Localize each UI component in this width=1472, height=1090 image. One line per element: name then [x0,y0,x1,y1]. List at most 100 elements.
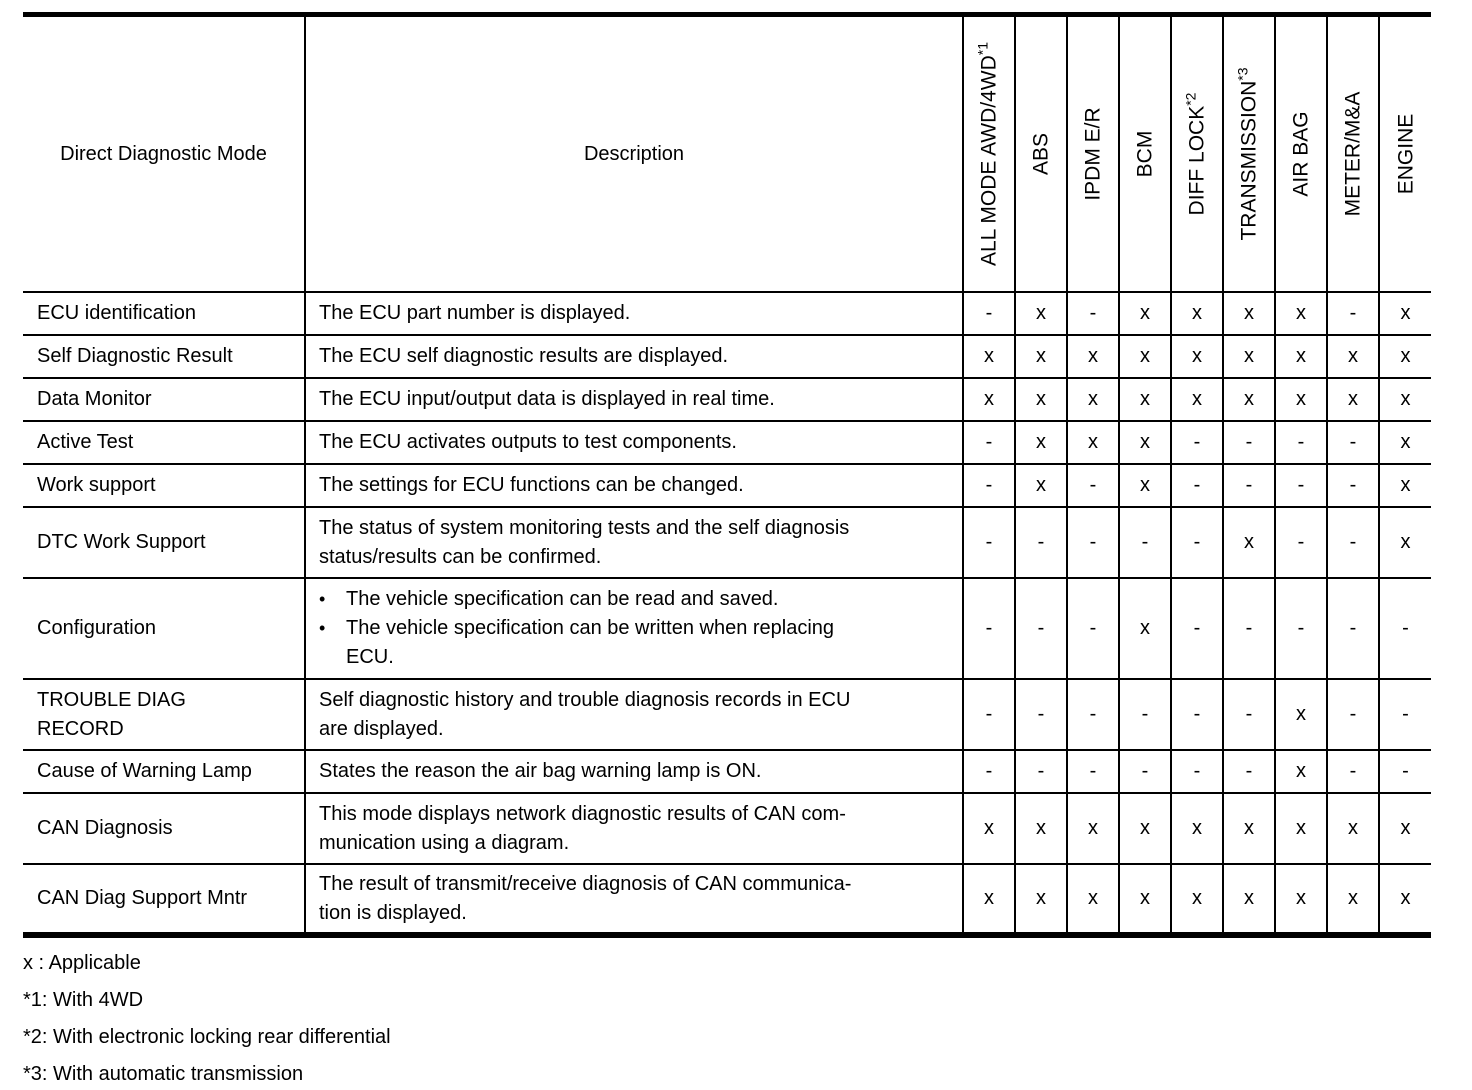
applicability-mark: x [1170,291,1224,336]
table-row: Self Diagnostic Result The ECU self diagn… [23,334,1431,379]
footnote-0: x : Applicable [23,952,141,974]
applicability-mark: - [1118,678,1172,751]
mode-line: Active Test [37,431,134,453]
column-header-system-2: IPDM E/R [1066,13,1120,293]
description-text: The ECU part number is displayed. [319,299,956,328]
applicability-mark: - [1014,678,1068,751]
applicability-mark: - [1066,506,1120,579]
applicability-mark: x [1118,863,1172,936]
column-header-description: Description [304,13,964,293]
vertical-header-text: TRANSMISSION*3 [1235,67,1261,240]
description-cell: The settings for ECU functions can be ch… [304,463,964,508]
footnote-3: *3: With automatic transmission [23,1063,304,1085]
description-cell: States the reason the air bag warning la… [304,749,964,794]
applicability-mark: x [1222,792,1276,865]
applicability-mark: x [1170,792,1224,865]
description-cell: Self diagnostic history and trouble diag… [304,678,964,751]
applicability-mark: x [1378,291,1431,336]
applicability-mark: - [1066,291,1120,336]
applicability-mark: x [1222,334,1276,379]
mode-line: CAN Diagnosis [37,817,173,839]
description-lines: The result of transmit/receive diagnosis… [319,870,956,928]
description-text: This mode displays network diagnostic re… [319,800,956,858]
applicability-mark: - [962,420,1016,465]
applicability-mark: x [1118,377,1172,422]
mode-line: Data Monitor [37,388,152,410]
applicability-mark: - [1222,420,1276,465]
applicability-mark: - [1326,749,1380,794]
description-lines: The vehicle specification can be written… [346,614,956,672]
applicability-mark: - [1326,420,1380,465]
column-header-system-3: BCM [1118,13,1172,293]
description-text: The settings for ECU functions can be ch… [319,471,956,500]
column-header-system-6: AIR BAG [1274,13,1328,293]
description-cell: The result of transmit/receive diagnosis… [304,863,964,936]
mode-cell: Data Monitor [23,377,306,422]
description-cell: The ECU self diagnostic results are disp… [304,334,964,379]
system-label: ALL MODE AWD/4WD [977,55,1001,267]
description-cell: The ECU input/output data is displayed i… [304,377,964,422]
system-label: BCM [1133,130,1157,178]
applicability-mark: - [1014,577,1068,680]
description-line: The result of transmit/receive diagnosis… [319,872,852,895]
applicability-mark: - [1170,420,1224,465]
applicability-mark: - [1222,749,1276,794]
column-header-system-5: TRANSMISSION*3 [1222,13,1276,293]
applicability-mark: - [1118,749,1172,794]
description-line: States the reason the air bag warning la… [319,760,762,782]
description-text: Self diagnostic history and trouble diag… [319,686,956,744]
vertical-header-text: IPDM E/R [1082,107,1105,200]
footnote-2: *2: With electronic locking rear differe… [23,1026,391,1048]
applicability-mark: x [1014,377,1068,422]
mode-cell: CAN Diagnosis [23,792,306,865]
applicability-mark: x [1274,678,1328,751]
applicability-mark: x [1066,377,1120,422]
applicability-mark: x [1378,377,1431,422]
vertical-header-text: ALL MODE AWD/4WD*1 [975,42,1001,267]
applicability-mark: - [1222,678,1276,751]
applicability-mark: - [1222,463,1276,508]
applicability-mark: - [962,463,1016,508]
description-lines: This mode displays network diagnostic re… [319,800,956,858]
vertical-header-text: ENGINE [1394,114,1417,195]
description-line: The vehicle specification can be read an… [346,588,779,610]
description-bullet-item: • The vehicle specification can be read a… [319,585,956,614]
description-line: Self diagnostic history and trouble diag… [319,688,851,711]
description-cell: The ECU part number is displayed. [304,291,964,336]
applicability-mark: x [1274,291,1328,336]
applicability-mark: x [1014,792,1068,865]
footnotes: x : Applicable *1: With 4WD *2: With elect… [23,945,1472,1090]
applicability-mark: x [1378,792,1431,865]
applicability-mark: x [1378,463,1431,508]
mode-cell: Configuration [23,577,306,680]
bullet-icon: • [319,618,326,638]
mode-cell: CAN Diag Support Mntr [23,863,306,936]
applicability-mark: - [1378,678,1431,751]
applicability-mark: x [962,792,1016,865]
table-row: CAN Diag Support Mntr The result of trans… [23,863,1431,936]
applicability-mark: x [1274,334,1328,379]
system-label: AIR BAG [1289,111,1313,197]
applicability-mark: - [1066,678,1120,751]
applicability-mark: - [1326,506,1380,579]
applicability-mark: - [1274,463,1328,508]
applicability-mark: - [1378,577,1431,680]
applicability-mark: - [1014,506,1068,579]
mode-cell: Self Diagnostic Result [23,334,306,379]
column-header-system-4: DIFF LOCK*2 [1170,13,1224,293]
applicability-mark: x [1274,863,1328,936]
applicability-mark: - [1274,420,1328,465]
applicability-mark: x [1014,291,1068,336]
footnote-marker: *2 [1182,92,1199,106]
applicability-mark: - [962,678,1016,751]
table-row: Configuration • The vehicle specification … [23,577,1431,680]
description-line: This mode displays network diagnostic re… [319,802,846,825]
description-text: States the reason the air bag warning la… [319,757,956,786]
mode-cell: DTC Work Support [23,506,306,579]
applicability-mark: - [1222,577,1276,680]
mode-cell: TROUBLE DIAG RECORD [23,678,306,751]
description-lines: The status of system monitoring tests an… [319,514,956,572]
mode-line: ECU identification [37,302,196,324]
table-row: DTC Work Support The status of system mon… [23,506,1431,579]
